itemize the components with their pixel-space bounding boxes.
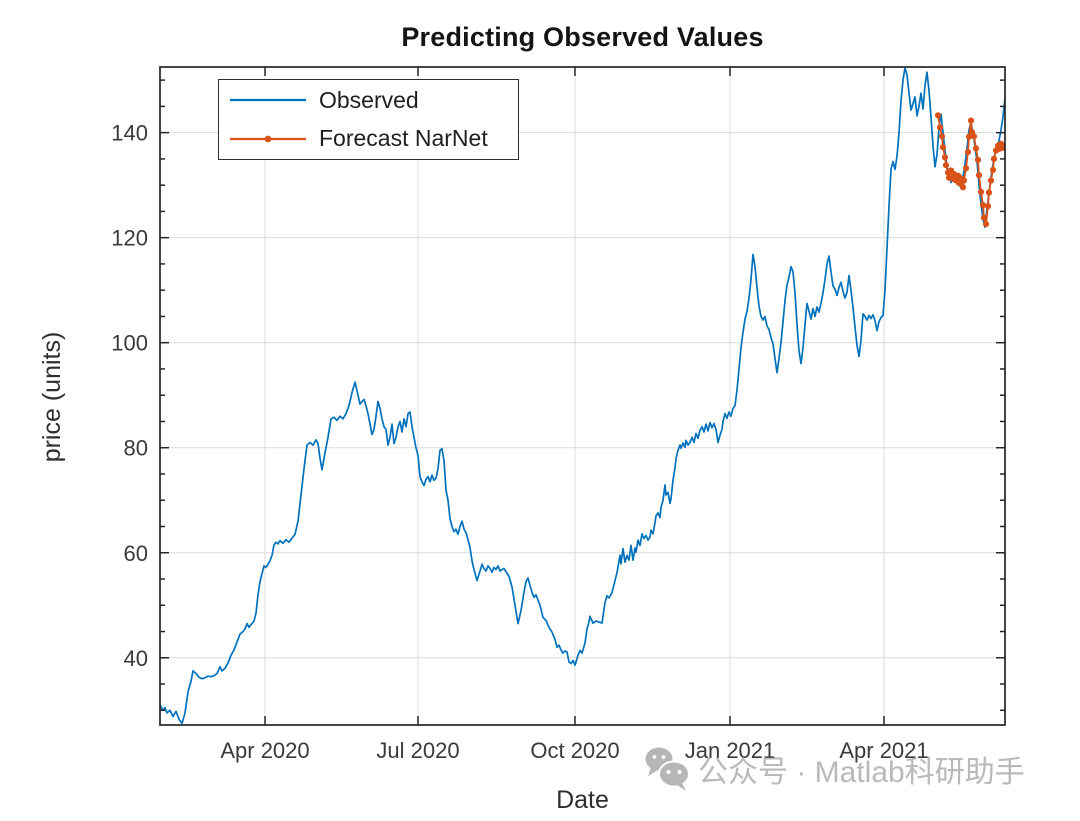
svg-text:80: 80 [124, 436, 148, 461]
forecast-series [934, 112, 1005, 228]
forecast-line-swatch [230, 135, 306, 143]
svg-text:100: 100 [111, 331, 148, 356]
svg-text:Apr 2020: Apr 2020 [220, 738, 309, 763]
svg-text:140: 140 [111, 121, 148, 146]
axis-ticks [160, 67, 1005, 725]
grid-lines [160, 67, 1005, 725]
legend-label-observed: Observed [319, 86, 419, 113]
svg-text:Oct 2020: Oct 2020 [530, 738, 619, 763]
observed-line-swatch [230, 99, 306, 102]
svg-text:Apr 2021: Apr 2021 [839, 738, 928, 763]
chart-title: Predicting Observed Values [401, 22, 764, 52]
svg-text:40: 40 [124, 646, 148, 671]
series [160, 67, 1005, 725]
svg-text:Jan 2021: Jan 2021 [685, 738, 776, 763]
legend: Observed Forecast NarNet [218, 79, 519, 160]
svg-text:60: 60 [124, 541, 148, 566]
x-axis-label: Date [556, 786, 609, 814]
svg-text:Jul 2020: Jul 2020 [376, 738, 459, 763]
x-tick-labels: Apr 2020 Jul 2020 Oct 2020 Jan 2021 Apr 2021 [220, 738, 928, 763]
y-axis-label: price (units) [38, 331, 66, 463]
legend-label-forecast: Forecast NarNet [319, 125, 488, 152]
svg-text:120: 120 [111, 226, 148, 251]
axis-frame [159, 66, 1006, 726]
observed-series [160, 67, 1005, 725]
y-tick-labels: 40 60 80 100 120 140 [111, 121, 148, 671]
legend-item-forecast: Forecast NarNet [228, 121, 518, 157]
legend-item-observed: Observed [228, 82, 518, 118]
